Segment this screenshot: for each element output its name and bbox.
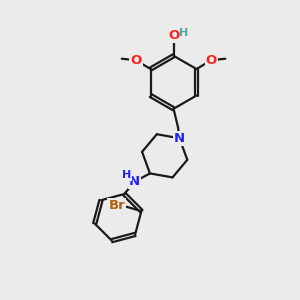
Text: H: H	[122, 170, 131, 180]
Text: N: N	[129, 175, 140, 188]
Text: O: O	[168, 29, 179, 42]
Text: Br: Br	[108, 199, 125, 212]
Text: O: O	[206, 54, 217, 67]
Text: N: N	[174, 132, 185, 145]
Text: H: H	[179, 28, 189, 38]
Text: O: O	[130, 54, 142, 67]
